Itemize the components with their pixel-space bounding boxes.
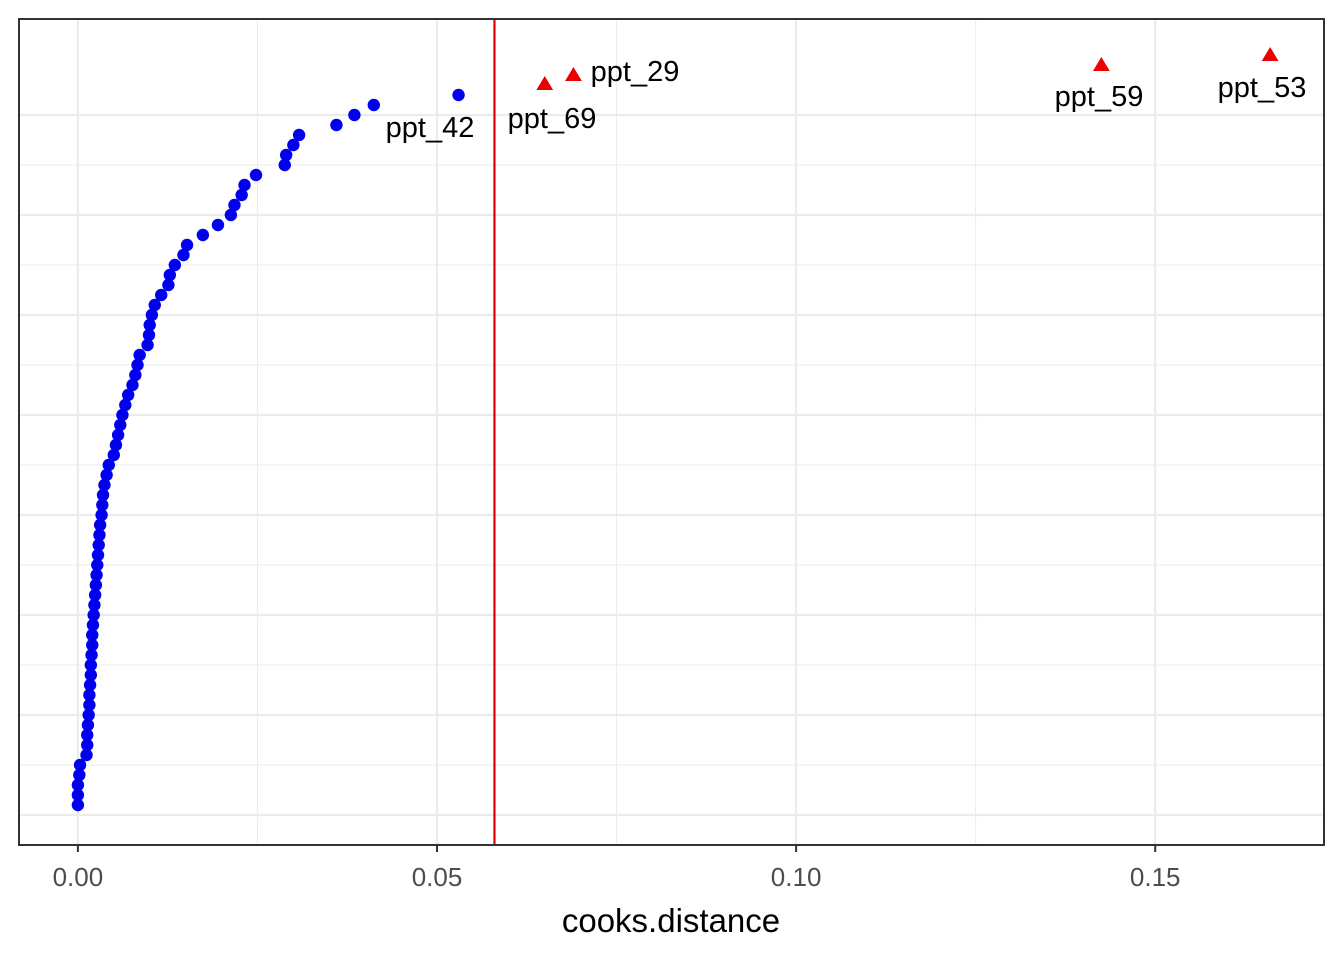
point-label: ppt_29	[591, 56, 680, 88]
data-point	[96, 488, 110, 502]
x-tick-label: 0.10	[771, 862, 822, 892]
data-point	[83, 678, 97, 692]
data-point	[278, 158, 291, 172]
data-point	[142, 328, 156, 342]
data-point	[88, 598, 101, 612]
data-point	[452, 88, 465, 102]
data-point	[126, 378, 139, 392]
data-point	[84, 658, 98, 672]
point-label: ppt_69	[508, 103, 597, 135]
data-point	[148, 298, 161, 312]
point-label: ppt_53	[1218, 72, 1307, 104]
data-point	[177, 248, 190, 262]
data-point	[129, 368, 142, 382]
data-point	[168, 258, 182, 272]
x-axis-title: cooks.distance	[562, 902, 780, 939]
outlier-point	[1092, 57, 1110, 71]
data-point	[228, 198, 241, 212]
data-point	[114, 418, 127, 432]
data-point	[96, 498, 109, 512]
data-point	[89, 578, 103, 592]
data-point	[131, 358, 144, 372]
data-point	[93, 518, 107, 532]
data-point	[86, 638, 99, 652]
data-point	[87, 608, 100, 622]
data-point	[82, 708, 95, 722]
data-point	[92, 538, 105, 552]
data-point	[119, 398, 132, 412]
x-tick-label: 0.00	[53, 862, 104, 892]
data-points	[71, 47, 1279, 812]
data-point	[287, 138, 300, 152]
data-point	[90, 568, 103, 582]
data-point	[83, 688, 96, 702]
data-point	[88, 588, 102, 602]
data-point	[71, 798, 85, 812]
panel-border	[18, 18, 1325, 846]
point-labels: ppt_42 ppt_69 ppt_29 ppt_59 ppt_53	[386, 56, 1307, 144]
point-label: ppt_42	[386, 112, 475, 144]
data-point	[80, 748, 93, 762]
data-point	[81, 728, 94, 742]
data-point	[155, 288, 168, 302]
data-point	[121, 388, 135, 402]
data-point	[348, 108, 361, 122]
data-point	[196, 228, 210, 242]
point-label: ppt_59	[1055, 81, 1144, 113]
data-point	[367, 98, 380, 112]
data-point	[235, 188, 248, 202]
data-point	[95, 508, 108, 522]
data-point	[100, 468, 113, 482]
data-point	[163, 268, 177, 282]
data-point	[73, 768, 86, 782]
data-point	[107, 448, 121, 462]
data-point	[143, 318, 156, 332]
outlier-point	[565, 67, 582, 81]
data-point	[141, 338, 154, 352]
data-point	[71, 778, 85, 792]
data-point	[85, 648, 98, 662]
data-point	[224, 208, 238, 222]
data-point	[180, 238, 194, 252]
x-tick-label: 0.15	[1130, 862, 1181, 892]
data-point	[330, 118, 343, 132]
x-tick-label: 0.05	[412, 862, 463, 892]
data-point	[73, 758, 87, 772]
data-point	[86, 628, 99, 642]
data-point	[162, 278, 175, 292]
data-point	[86, 618, 100, 632]
data-point	[71, 788, 85, 802]
data-point	[81, 718, 95, 732]
data-point	[93, 528, 106, 542]
outlier-point	[536, 76, 554, 90]
data-point	[292, 128, 306, 142]
data-point	[102, 458, 115, 472]
outlier-point	[1261, 47, 1279, 61]
data-point	[249, 168, 263, 182]
grid-lines	[19, 19, 1324, 845]
data-point	[238, 178, 251, 192]
data-point	[279, 148, 293, 162]
data-point	[145, 308, 159, 322]
x-axis: 0.00 0.05 0.10 0.15	[53, 845, 1181, 892]
data-point	[91, 548, 105, 562]
data-point	[83, 698, 96, 712]
data-point	[91, 558, 104, 572]
data-point	[133, 348, 146, 362]
data-point	[111, 428, 125, 442]
data-point	[98, 478, 111, 492]
data-point	[84, 668, 98, 682]
data-point	[81, 738, 94, 752]
data-point	[116, 408, 129, 422]
data-point	[211, 218, 225, 232]
data-point	[109, 438, 123, 452]
